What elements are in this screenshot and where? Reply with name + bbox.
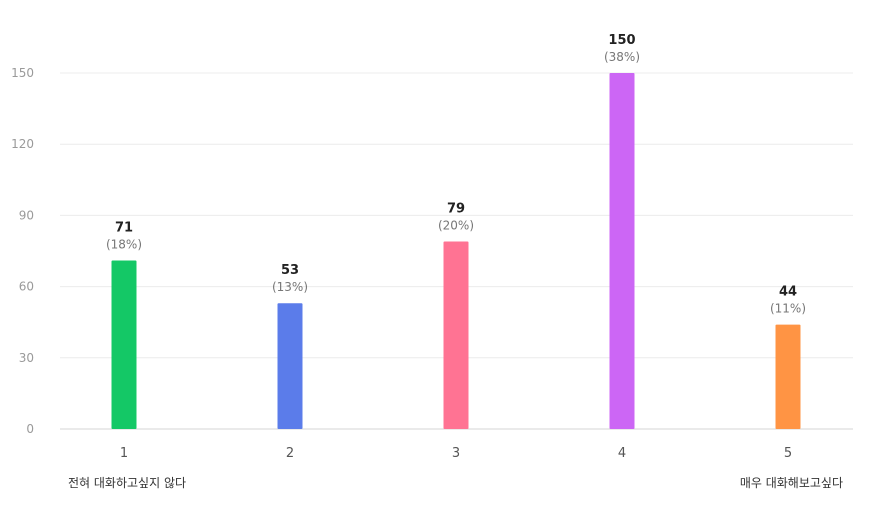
y-tick-label: 90 <box>19 208 34 222</box>
bar-percent-label: (11%) <box>770 302 806 316</box>
x-tick-label: 5 <box>784 446 792 461</box>
x-tick-label: 2 <box>286 446 294 461</box>
bar <box>609 73 635 429</box>
x-axis-ticks: 1 2 3 4 5 <box>120 446 792 461</box>
scale-min-label: 전혀 대화하고싶지 않다 <box>68 476 187 490</box>
bar-value-label: 44 <box>779 285 797 300</box>
bar <box>111 260 137 429</box>
y-tick-label: 0 <box>26 422 34 436</box>
x-tick-label: 1 <box>120 446 128 461</box>
bar-value-label: 150 <box>608 33 635 48</box>
bar-percent-label: (38%) <box>604 50 640 64</box>
bars <box>111 73 801 429</box>
bar-value-label: 71 <box>115 220 133 235</box>
scale-max-label: 매우 대화해보고싶다 <box>739 476 843 490</box>
y-tick-label: 30 <box>19 351 34 365</box>
bar <box>443 241 469 429</box>
data-labels: 71 (18%) 53 (13%) 79 (20%) 150 (38%) 44 (11%) <box>106 33 806 316</box>
bar-percent-label: (13%) <box>272 280 308 294</box>
x-tick-label: 3 <box>452 446 460 461</box>
bar-percent-label: (20%) <box>438 219 474 233</box>
bar <box>277 303 303 429</box>
bar-value-label: 79 <box>447 202 465 217</box>
x-tick-label: 4 <box>618 446 626 461</box>
y-axis-ticks: 0 30 60 90 120 150 <box>11 66 34 436</box>
y-tick-label: 120 <box>11 137 34 151</box>
bar <box>775 324 801 429</box>
bar-value-label: 53 <box>281 263 299 278</box>
y-tick-label: 150 <box>11 66 34 80</box>
y-tick-label: 60 <box>19 280 34 294</box>
bar-percent-label: (18%) <box>106 237 142 251</box>
